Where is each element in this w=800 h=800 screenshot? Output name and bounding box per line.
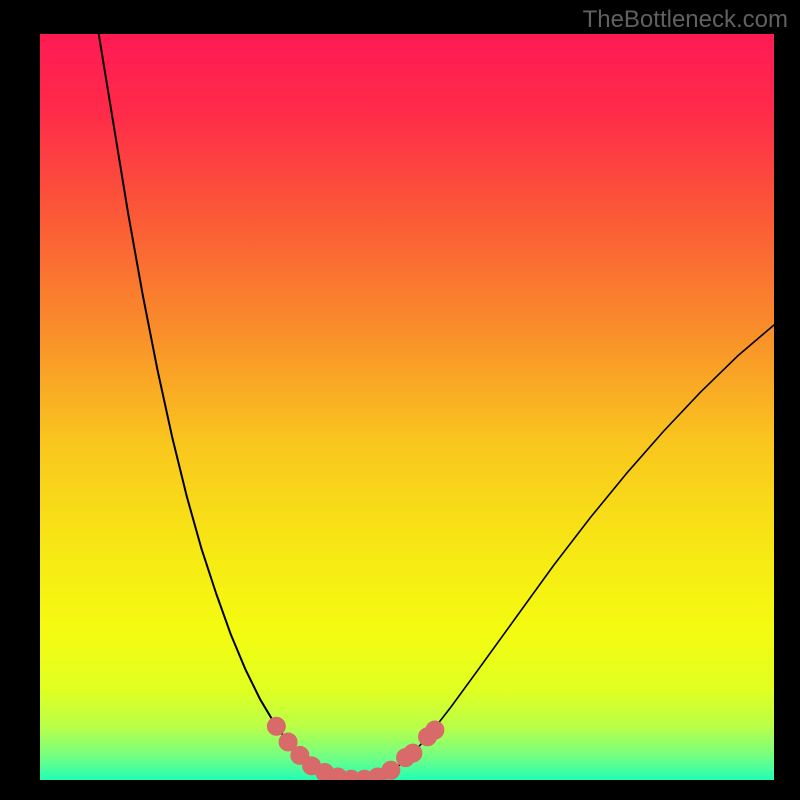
highlight-marker bbox=[382, 761, 400, 779]
highlight-marker bbox=[404, 744, 422, 762]
chart-background bbox=[40, 34, 774, 780]
highlight-marker bbox=[426, 721, 444, 739]
watermark-text: TheBottleneck.com bbox=[583, 6, 788, 34]
highlight-marker bbox=[267, 717, 285, 735]
bottleneck-chart bbox=[40, 34, 774, 780]
